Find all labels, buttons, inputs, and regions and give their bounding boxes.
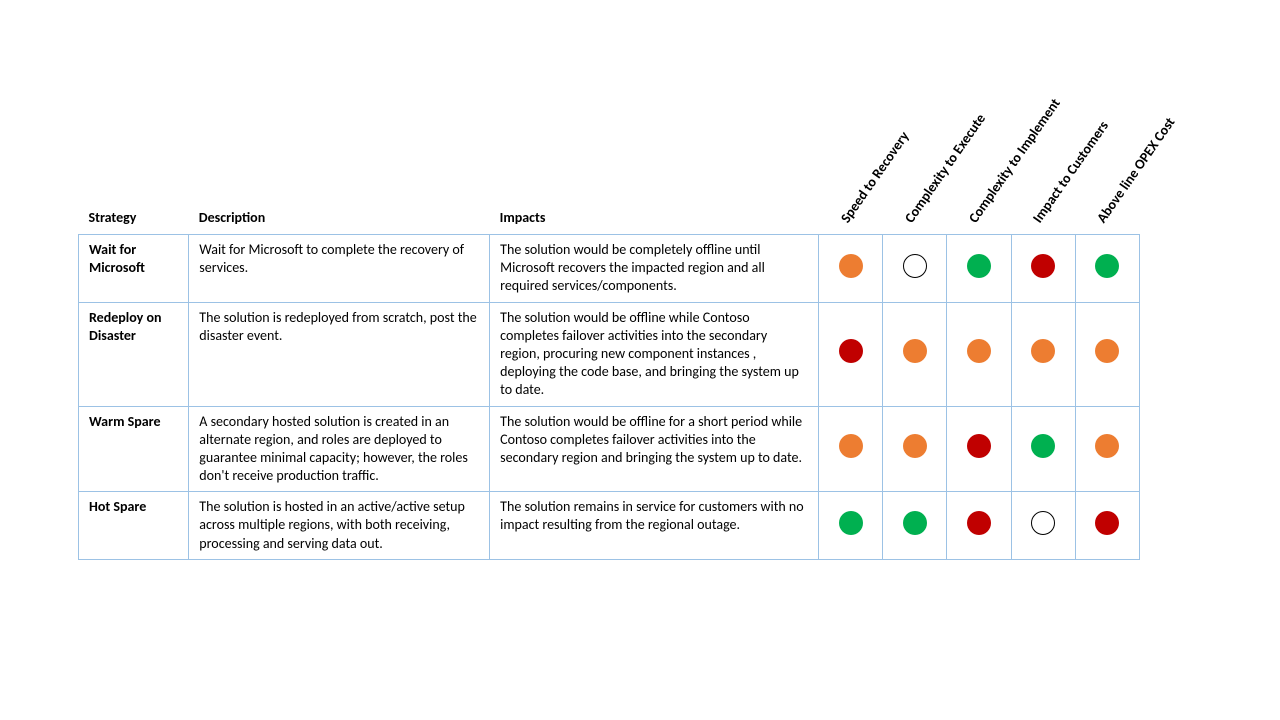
description-cell: The solution is hosted in an active/acti… (189, 492, 490, 560)
header-indicator-2: Complexity to Implement (947, 110, 1011, 235)
indicator-cell (1075, 406, 1139, 492)
indicator-cell (947, 235, 1011, 303)
header-indicator-1: Complexity to Execute (883, 110, 947, 235)
indicator-dot-red (1031, 254, 1055, 278)
indicator-dot-orange (1095, 434, 1119, 458)
indicator-cell (947, 492, 1011, 560)
impacts-cell: The solution remains in service for cust… (490, 492, 819, 560)
impacts-cell: The solution would be offline for a shor… (490, 406, 819, 492)
strategy-table: Strategy Description Impacts Speed to Re… (78, 110, 1140, 560)
indicator-cell (1011, 406, 1075, 492)
indicator-cell (883, 302, 947, 406)
header-indicator-3: Impact to Customers (1011, 110, 1075, 235)
impacts-cell: The solution would be offline while Cont… (490, 302, 819, 406)
indicator-cell (1075, 302, 1139, 406)
indicator-dot-green (1031, 434, 1055, 458)
indicator-dot-orange (903, 434, 927, 458)
indicator-dot-orange (839, 434, 863, 458)
indicator-cell (1011, 235, 1075, 303)
indicator-cell (883, 235, 947, 303)
indicator-dot-green (967, 254, 991, 278)
indicator-dot-white (1031, 511, 1055, 535)
indicator-cell (947, 406, 1011, 492)
indicator-dot-red (967, 511, 991, 535)
indicator-dot-red (967, 434, 991, 458)
description-cell: A secondary hosted solution is created i… (189, 406, 490, 492)
indicator-cell (819, 235, 883, 303)
indicator-dot-red (1095, 511, 1119, 535)
table-header-row: Strategy Description Impacts Speed to Re… (79, 110, 1140, 235)
header-indicator-label-4: Above line OPEX Cost (1093, 114, 1178, 226)
indicator-dot-orange (903, 339, 927, 363)
strategy-comparison-table: Strategy Description Impacts Speed to Re… (78, 110, 1140, 560)
header-strategy: Strategy (79, 110, 189, 235)
header-impacts: Impacts (490, 110, 819, 235)
indicator-cell (1075, 235, 1139, 303)
description-cell: The solution is redeployed from scratch,… (189, 302, 490, 406)
strategy-cell: Wait for Microsoft (79, 235, 189, 303)
indicator-dot-green (839, 511, 863, 535)
indicator-dot-orange (1095, 339, 1119, 363)
table-row: Hot SpareThe solution is hosted in an ac… (79, 492, 1140, 560)
impacts-cell: The solution would be completely offline… (490, 235, 819, 303)
indicator-cell (947, 302, 1011, 406)
strategy-cell: Redeploy on Disaster (79, 302, 189, 406)
indicator-cell (1011, 492, 1075, 560)
header-indicator-0: Speed to Recovery (819, 110, 883, 235)
indicator-cell (819, 302, 883, 406)
indicator-cell (819, 492, 883, 560)
indicator-dot-white (903, 254, 927, 278)
table-row: Redeploy on DisasterThe solution is rede… (79, 302, 1140, 406)
indicator-dot-orange (839, 254, 863, 278)
indicator-dot-orange (967, 339, 991, 363)
indicator-cell (883, 406, 947, 492)
indicator-dot-orange (1031, 339, 1055, 363)
table-row: Wait for MicrosoftWait for Microsoft to … (79, 235, 1140, 303)
strategy-cell: Hot Spare (79, 492, 189, 560)
description-cell: Wait for Microsoft to complete the recov… (189, 235, 490, 303)
table-row: Warm SpareA secondary hosted solution is… (79, 406, 1140, 492)
indicator-cell (1075, 492, 1139, 560)
header-indicator-4: Above line OPEX Cost (1075, 110, 1139, 235)
header-description: Description (189, 110, 490, 235)
indicator-dot-red (839, 339, 863, 363)
strategy-cell: Warm Spare (79, 406, 189, 492)
indicator-dot-green (1095, 254, 1119, 278)
indicator-cell (1011, 302, 1075, 406)
indicator-cell (819, 406, 883, 492)
indicator-dot-green (903, 511, 927, 535)
indicator-cell (883, 492, 947, 560)
